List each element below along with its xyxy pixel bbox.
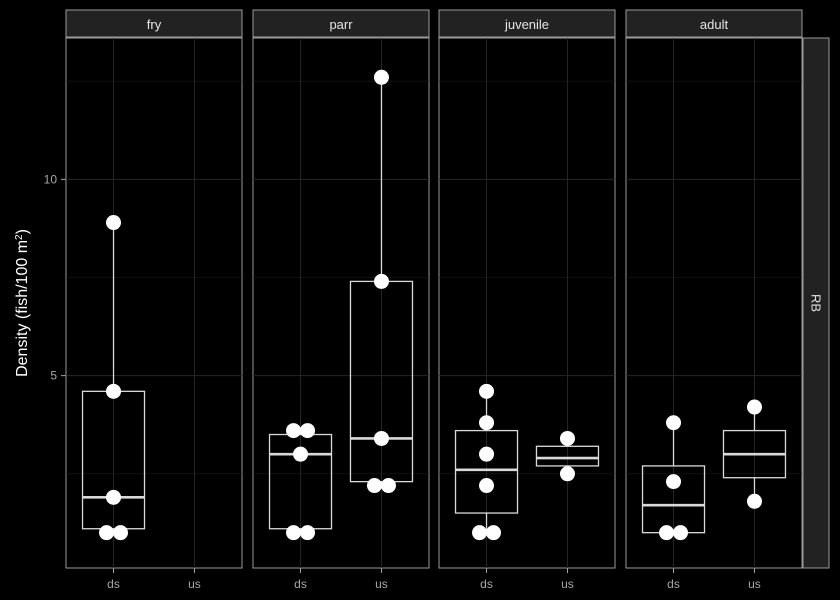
boxplot-parr-us <box>349 69 414 494</box>
data-point <box>666 474 682 490</box>
facet-panel-fry: fry ds us <box>65 9 243 591</box>
data-point <box>99 525 115 541</box>
data-point <box>380 478 396 494</box>
facet-strip <box>438 9 616 38</box>
data-point <box>373 430 389 446</box>
boxplot-juvenile-ds <box>454 383 519 541</box>
x-tick-label: ds <box>107 577 120 591</box>
x-tick-label: us <box>188 577 201 591</box>
data-point <box>559 466 575 482</box>
data-point <box>373 69 389 85</box>
boxplot-adult-us <box>722 399 787 509</box>
x-tick-label: us <box>748 577 761 591</box>
data-point <box>746 399 762 415</box>
x-tick-label: ds <box>294 577 307 591</box>
data-point <box>659 525 675 541</box>
panel-background <box>252 37 430 569</box>
x-tick-label: ds <box>480 577 493 591</box>
data-point <box>106 215 122 231</box>
data-point <box>300 525 316 541</box>
data-point <box>479 415 495 431</box>
data-point <box>286 423 302 439</box>
facet-strip <box>65 9 243 38</box>
data-point <box>479 383 495 399</box>
x-tick-label: us <box>561 577 574 591</box>
panel-background <box>625 37 803 569</box>
facet-panel-parr: parr ds us <box>252 9 430 591</box>
boxplot-juvenile-us <box>535 430 600 482</box>
data-point <box>373 273 389 289</box>
x-tick-label: ds <box>667 577 680 591</box>
panel-background <box>65 37 243 569</box>
boxplot-parr-ds <box>268 423 333 541</box>
box-iqr <box>268 433 333 530</box>
facet-strip <box>252 9 430 38</box>
facet-strip-label: juvenile <box>504 17 549 32</box>
facet-panel-juvenile: juvenile ds us <box>438 9 616 591</box>
data-point <box>293 446 309 462</box>
data-point <box>746 493 762 509</box>
boxplot-fry-ds <box>81 215 146 541</box>
x-tick-label: us <box>375 577 388 591</box>
data-point <box>666 415 682 431</box>
facet-strip-label: parr <box>329 17 353 32</box>
row-strip: RB <box>802 37 830 569</box>
data-point <box>472 525 488 541</box>
data-point <box>366 478 382 494</box>
data-point <box>113 525 129 541</box>
box-iqr <box>535 445 600 467</box>
data-point <box>479 446 495 462</box>
data-point <box>486 525 502 541</box>
row-strip-label: RB <box>809 294 824 312</box>
data-point <box>106 383 122 399</box>
data-point <box>559 430 575 446</box>
data-point <box>673 525 689 541</box>
facet-strip-label: adult <box>700 17 729 32</box>
facet-panel-adult: adult ds us <box>625 9 803 591</box>
y-tick-label: 5 <box>50 369 57 383</box>
y-axis-title: Density (fish/100 m2) <box>14 229 32 377</box>
data-point <box>106 489 122 505</box>
data-point <box>286 525 302 541</box>
panel-background <box>438 37 616 569</box>
boxplot-adult-ds <box>641 415 706 541</box>
y-tick-label: 10 <box>44 172 58 186</box>
facet-strip <box>625 9 803 38</box>
box-iqr <box>454 429 519 514</box>
data-point <box>300 423 316 439</box>
row-strip-background <box>802 37 830 569</box>
facet-strip-label: fry <box>147 17 162 32</box>
data-point <box>479 478 495 494</box>
